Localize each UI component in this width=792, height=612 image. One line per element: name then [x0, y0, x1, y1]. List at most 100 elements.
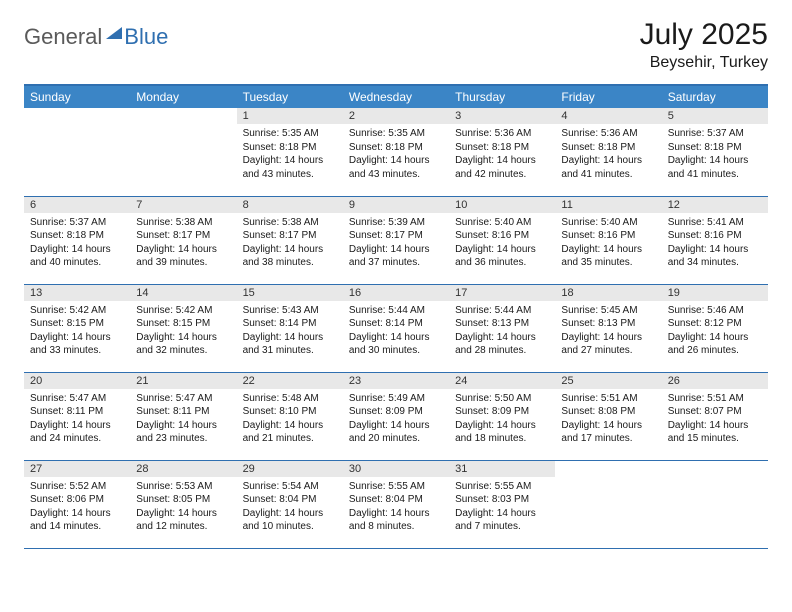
calendar-day: 25Sunrise: 5:51 AMSunset: 8:08 PMDayligh…: [555, 372, 661, 460]
day-content: Sunrise: 5:40 AMSunset: 8:16 PMDaylight:…: [555, 213, 661, 274]
calendar-day: 18Sunrise: 5:45 AMSunset: 8:13 PMDayligh…: [555, 284, 661, 372]
title-block: July 2025 Beysehir, Turkey: [640, 18, 768, 72]
day-number: 5: [662, 108, 768, 124]
calendar-table: SundayMondayTuesdayWednesdayThursdayFrid…: [24, 84, 768, 549]
calendar-day: 29Sunrise: 5:54 AMSunset: 8:04 PMDayligh…: [237, 460, 343, 548]
day-number: 13: [24, 285, 130, 301]
day-content: Sunrise: 5:44 AMSunset: 8:13 PMDaylight:…: [449, 301, 555, 362]
day-content: Sunrise: 5:47 AMSunset: 8:11 PMDaylight:…: [130, 389, 236, 450]
calendar-day: 14Sunrise: 5:42 AMSunset: 8:15 PMDayligh…: [130, 284, 236, 372]
day-number: 17: [449, 285, 555, 301]
calendar-day: 6Sunrise: 5:37 AMSunset: 8:18 PMDaylight…: [24, 196, 130, 284]
brand-blue: Blue: [124, 24, 168, 50]
month-title: July 2025: [640, 18, 768, 52]
calendar-day: 7Sunrise: 5:38 AMSunset: 8:17 PMDaylight…: [130, 196, 236, 284]
calendar-body: ....1Sunrise: 5:35 AMSunset: 8:18 PMDayl…: [24, 108, 768, 548]
calendar-day: 31Sunrise: 5:55 AMSunset: 8:03 PMDayligh…: [449, 460, 555, 548]
day-number: 15: [237, 285, 343, 301]
calendar-day: ..: [662, 460, 768, 548]
day-content: Sunrise: 5:48 AMSunset: 8:10 PMDaylight:…: [237, 389, 343, 450]
calendar-day: 16Sunrise: 5:44 AMSunset: 8:14 PMDayligh…: [343, 284, 449, 372]
calendar-day: 30Sunrise: 5:55 AMSunset: 8:04 PMDayligh…: [343, 460, 449, 548]
day-number: 9: [343, 197, 449, 213]
day-number: 16: [343, 285, 449, 301]
day-number: 27: [24, 461, 130, 477]
calendar-week: 20Sunrise: 5:47 AMSunset: 8:11 PMDayligh…: [24, 372, 768, 460]
day-header: Monday: [130, 85, 236, 108]
day-number: 28: [130, 461, 236, 477]
day-number: 14: [130, 285, 236, 301]
day-content: Sunrise: 5:37 AMSunset: 8:18 PMDaylight:…: [24, 213, 130, 274]
calendar-day: 2Sunrise: 5:35 AMSunset: 8:18 PMDaylight…: [343, 108, 449, 196]
day-content: Sunrise: 5:35 AMSunset: 8:18 PMDaylight:…: [237, 124, 343, 185]
calendar-day: 5Sunrise: 5:37 AMSunset: 8:18 PMDaylight…: [662, 108, 768, 196]
day-number: 10: [449, 197, 555, 213]
page-header: General Blue July 2025 Beysehir, Turkey: [24, 18, 768, 72]
day-number: 20: [24, 373, 130, 389]
calendar-day: 26Sunrise: 5:51 AMSunset: 8:07 PMDayligh…: [662, 372, 768, 460]
day-content: Sunrise: 5:52 AMSunset: 8:06 PMDaylight:…: [24, 477, 130, 538]
brand-sail-icon: [106, 27, 122, 39]
day-header: Saturday: [662, 85, 768, 108]
day-content: Sunrise: 5:39 AMSunset: 8:17 PMDaylight:…: [343, 213, 449, 274]
calendar-day: 10Sunrise: 5:40 AMSunset: 8:16 PMDayligh…: [449, 196, 555, 284]
calendar-day: 12Sunrise: 5:41 AMSunset: 8:16 PMDayligh…: [662, 196, 768, 284]
day-content: Sunrise: 5:41 AMSunset: 8:16 PMDaylight:…: [662, 213, 768, 274]
day-content: Sunrise: 5:44 AMSunset: 8:14 PMDaylight:…: [343, 301, 449, 362]
calendar-head: SundayMondayTuesdayWednesdayThursdayFrid…: [24, 85, 768, 108]
day-number: 29: [237, 461, 343, 477]
day-content: Sunrise: 5:35 AMSunset: 8:18 PMDaylight:…: [343, 124, 449, 185]
day-number: 18: [555, 285, 661, 301]
day-number: 21: [130, 373, 236, 389]
day-number: 19: [662, 285, 768, 301]
calendar-week: 13Sunrise: 5:42 AMSunset: 8:15 PMDayligh…: [24, 284, 768, 372]
day-content: Sunrise: 5:45 AMSunset: 8:13 PMDaylight:…: [555, 301, 661, 362]
day-number: 6: [24, 197, 130, 213]
day-number: 25: [555, 373, 661, 389]
day-header: Thursday: [449, 85, 555, 108]
day-content: Sunrise: 5:47 AMSunset: 8:11 PMDaylight:…: [24, 389, 130, 450]
day-header: Sunday: [24, 85, 130, 108]
calendar-day: 23Sunrise: 5:49 AMSunset: 8:09 PMDayligh…: [343, 372, 449, 460]
day-header: Wednesday: [343, 85, 449, 108]
day-header-row: SundayMondayTuesdayWednesdayThursdayFrid…: [24, 85, 768, 108]
day-content: Sunrise: 5:40 AMSunset: 8:16 PMDaylight:…: [449, 213, 555, 274]
day-number: 11: [555, 197, 661, 213]
day-content: Sunrise: 5:51 AMSunset: 8:07 PMDaylight:…: [662, 389, 768, 450]
calendar-day: 8Sunrise: 5:38 AMSunset: 8:17 PMDaylight…: [237, 196, 343, 284]
calendar-day: 11Sunrise: 5:40 AMSunset: 8:16 PMDayligh…: [555, 196, 661, 284]
calendar-day: ..: [130, 108, 236, 196]
day-number: 23: [343, 373, 449, 389]
calendar-week: ....1Sunrise: 5:35 AMSunset: 8:18 PMDayl…: [24, 108, 768, 196]
day-content: Sunrise: 5:38 AMSunset: 8:17 PMDaylight:…: [130, 213, 236, 274]
brand-general: General: [24, 24, 102, 50]
day-number: 31: [449, 461, 555, 477]
day-content: Sunrise: 5:36 AMSunset: 8:18 PMDaylight:…: [555, 124, 661, 185]
day-number: 24: [449, 373, 555, 389]
day-content: Sunrise: 5:54 AMSunset: 8:04 PMDaylight:…: [237, 477, 343, 538]
day-header: Tuesday: [237, 85, 343, 108]
calendar-day: 17Sunrise: 5:44 AMSunset: 8:13 PMDayligh…: [449, 284, 555, 372]
day-content: Sunrise: 5:53 AMSunset: 8:05 PMDaylight:…: [130, 477, 236, 538]
day-content: Sunrise: 5:46 AMSunset: 8:12 PMDaylight:…: [662, 301, 768, 362]
calendar-day: 20Sunrise: 5:47 AMSunset: 8:11 PMDayligh…: [24, 372, 130, 460]
calendar-day: 4Sunrise: 5:36 AMSunset: 8:18 PMDaylight…: [555, 108, 661, 196]
location-label: Beysehir, Turkey: [640, 54, 768, 72]
day-number: 1: [237, 108, 343, 124]
day-content: Sunrise: 5:55 AMSunset: 8:03 PMDaylight:…: [449, 477, 555, 538]
day-content: Sunrise: 5:37 AMSunset: 8:18 PMDaylight:…: [662, 124, 768, 185]
calendar-day: 28Sunrise: 5:53 AMSunset: 8:05 PMDayligh…: [130, 460, 236, 548]
calendar-day: 24Sunrise: 5:50 AMSunset: 8:09 PMDayligh…: [449, 372, 555, 460]
day-content: Sunrise: 5:55 AMSunset: 8:04 PMDaylight:…: [343, 477, 449, 538]
calendar-week: 6Sunrise: 5:37 AMSunset: 8:18 PMDaylight…: [24, 196, 768, 284]
brand-logo: General Blue: [24, 24, 168, 50]
day-number: 12: [662, 197, 768, 213]
day-number: 26: [662, 373, 768, 389]
calendar-week: 27Sunrise: 5:52 AMSunset: 8:06 PMDayligh…: [24, 460, 768, 548]
calendar-day: 21Sunrise: 5:47 AMSunset: 8:11 PMDayligh…: [130, 372, 236, 460]
day-content: Sunrise: 5:43 AMSunset: 8:14 PMDaylight:…: [237, 301, 343, 362]
calendar-day: ..: [555, 460, 661, 548]
calendar-day: 3Sunrise: 5:36 AMSunset: 8:18 PMDaylight…: [449, 108, 555, 196]
day-number: 22: [237, 373, 343, 389]
calendar-day: 22Sunrise: 5:48 AMSunset: 8:10 PMDayligh…: [237, 372, 343, 460]
